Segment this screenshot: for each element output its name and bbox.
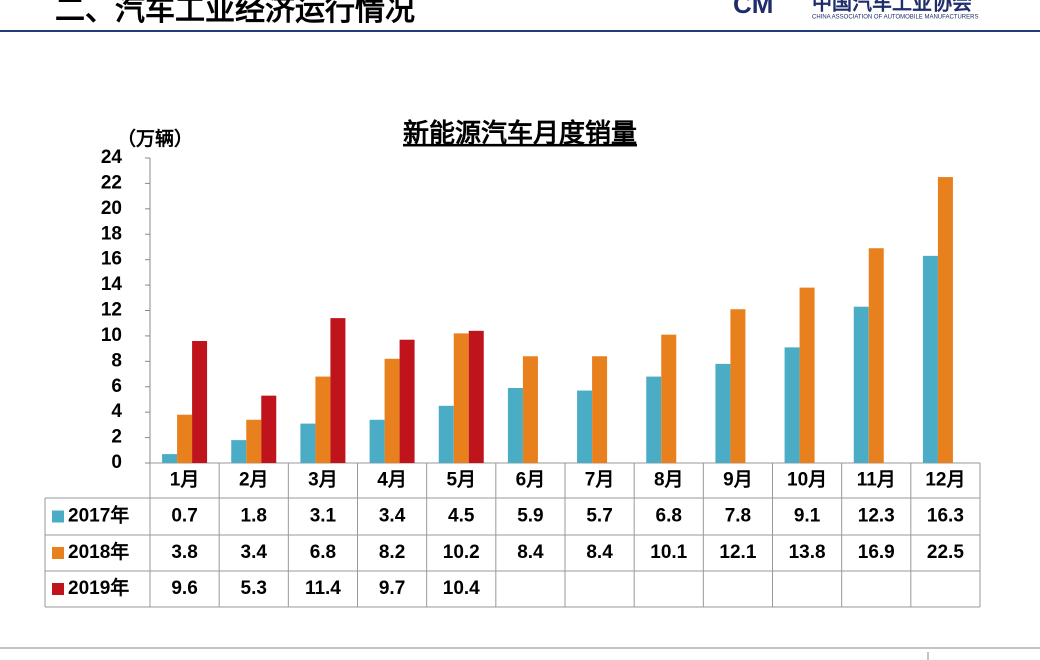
table-value: 6.8 [656,506,682,527]
bar [799,287,815,463]
bar [162,454,178,463]
legend-swatch [52,547,64,559]
y-tick-label: 8 [111,350,122,371]
table-value: 10.1 [650,542,687,563]
y-tick-label: 22 [101,172,122,193]
y-tick-label: 4 [111,401,122,422]
bar [853,306,869,463]
x-tick-label: 9月 [723,470,753,491]
y-tick-label: 14 [101,274,123,295]
x-tick-label: 8月 [654,470,684,491]
table-value: 9.1 [794,506,821,527]
table-value: 6.8 [310,542,336,563]
legend-swatch [52,510,64,523]
table-value: 8.2 [379,542,405,563]
bar [507,388,523,463]
table-value: 5.7 [586,506,612,527]
table-value: 12.1 [719,542,756,563]
table-value: 13.8 [789,542,826,563]
bar [937,177,953,463]
table-value: 10.4 [443,578,480,599]
x-tick-label: 10月 [787,470,827,491]
bar [369,419,385,463]
slide-title: 二、汽车工业经济运行情况 [55,0,415,27]
y-tick-label: 18 [101,223,122,244]
table-value: 10.2 [443,542,480,563]
bar [315,376,331,463]
bar [453,333,469,463]
bar [577,390,593,463]
x-tick-label: 11月 [857,470,896,491]
y-tick-label: 12 [101,300,122,321]
x-tick-label: 7月 [585,470,615,491]
y-tick-label: 6 [111,376,122,397]
bar [922,255,938,463]
bar [246,419,262,463]
bar [384,358,400,463]
bar [192,341,208,463]
legend-label: 2018年 [68,540,129,563]
x-tick-label: 5月 [446,470,476,491]
bar [784,347,800,463]
bar [715,363,731,463]
table-value: 9.6 [171,578,197,599]
bar [438,405,454,463]
bar [300,423,316,463]
table-value: 22.5 [927,542,964,563]
bar [330,318,346,463]
x-tick-label: 1月 [170,470,200,491]
table-value: 16.9 [858,542,895,563]
table-value: 5.9 [517,506,543,527]
x-tick-label: 6月 [516,470,546,491]
bar [522,356,538,463]
table-value: 0.7 [171,506,197,527]
table-value: 1.8 [241,506,267,527]
logo-name: 中国汽车工业协会 [812,0,972,14]
logo-subtitle: CHINA ASSOCIATION OF AUTOMOBILE MANUFACT… [812,15,978,21]
legend-swatch [52,583,64,595]
table-value: 3.4 [379,506,406,527]
y-tick-label: 0 [111,452,122,473]
table-value: 11.4 [305,578,341,599]
table-value: 3.4 [241,542,268,563]
y-tick-label: 2 [111,427,122,448]
table-value: 3.8 [171,542,197,563]
legend-label: 2017年 [68,504,129,527]
bar [661,334,677,463]
table-value: 5.3 [241,578,267,599]
bar [868,248,884,463]
table-value: 4.5 [448,506,475,527]
x-tick-label: 2月 [239,470,269,491]
table-value: 9.7 [379,578,405,599]
bar [646,376,662,463]
bar [468,330,484,463]
x-tick-label: 4月 [377,470,407,491]
table-value: 16.3 [927,506,964,527]
table-value: 7.8 [725,506,751,527]
bar [592,356,608,463]
y-tick-label: 16 [101,249,122,270]
y-axis-label: （万辆） [117,127,193,150]
table-value: 8.4 [517,542,544,563]
bar [399,339,415,463]
table-value: 12.3 [858,506,895,527]
x-tick-label: 12月 [925,470,965,491]
x-tick-label: 3月 [308,470,338,491]
y-tick-label: 10 [101,325,122,346]
legend-label: 2019年 [68,576,129,599]
bar [261,395,277,463]
y-tick-label: 20 [101,198,122,219]
bar [730,309,746,463]
bar [231,440,247,463]
logo-mark: CM [733,0,773,19]
y-tick-label: 24 [101,147,123,168]
table-value: 3.1 [310,506,337,527]
table-value: 8.4 [586,542,613,563]
chart-title: 新能源汽车月度销量 [403,118,637,148]
bar [177,414,193,463]
